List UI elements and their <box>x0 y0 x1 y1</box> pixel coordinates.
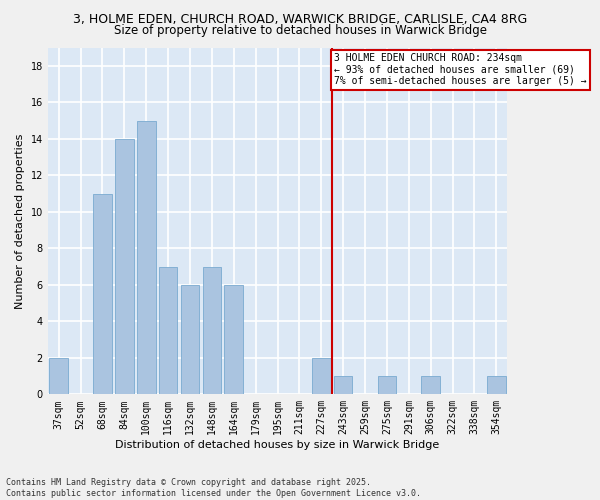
Bar <box>334 376 352 394</box>
Bar <box>93 194 112 394</box>
Bar <box>421 376 440 394</box>
X-axis label: Distribution of detached houses by size in Warwick Bridge: Distribution of detached houses by size … <box>115 440 440 450</box>
Bar <box>115 139 134 394</box>
Text: 3, HOLME EDEN, CHURCH ROAD, WARWICK BRIDGE, CARLISLE, CA4 8RG: 3, HOLME EDEN, CHURCH ROAD, WARWICK BRID… <box>73 12 527 26</box>
Bar <box>224 285 243 395</box>
Bar <box>181 285 199 395</box>
Bar <box>49 358 68 395</box>
Text: Contains HM Land Registry data © Crown copyright and database right 2025.
Contai: Contains HM Land Registry data © Crown c… <box>6 478 421 498</box>
Bar <box>203 266 221 394</box>
Bar <box>159 266 178 394</box>
Bar <box>377 376 396 394</box>
Bar <box>312 358 331 395</box>
Text: 3 HOLME EDEN CHURCH ROAD: 234sqm
← 93% of detached houses are smaller (69)
7% of: 3 HOLME EDEN CHURCH ROAD: 234sqm ← 93% o… <box>334 53 587 86</box>
Y-axis label: Number of detached properties: Number of detached properties <box>15 133 25 308</box>
Bar <box>487 376 506 394</box>
Text: Size of property relative to detached houses in Warwick Bridge: Size of property relative to detached ho… <box>113 24 487 37</box>
Bar <box>137 120 155 394</box>
